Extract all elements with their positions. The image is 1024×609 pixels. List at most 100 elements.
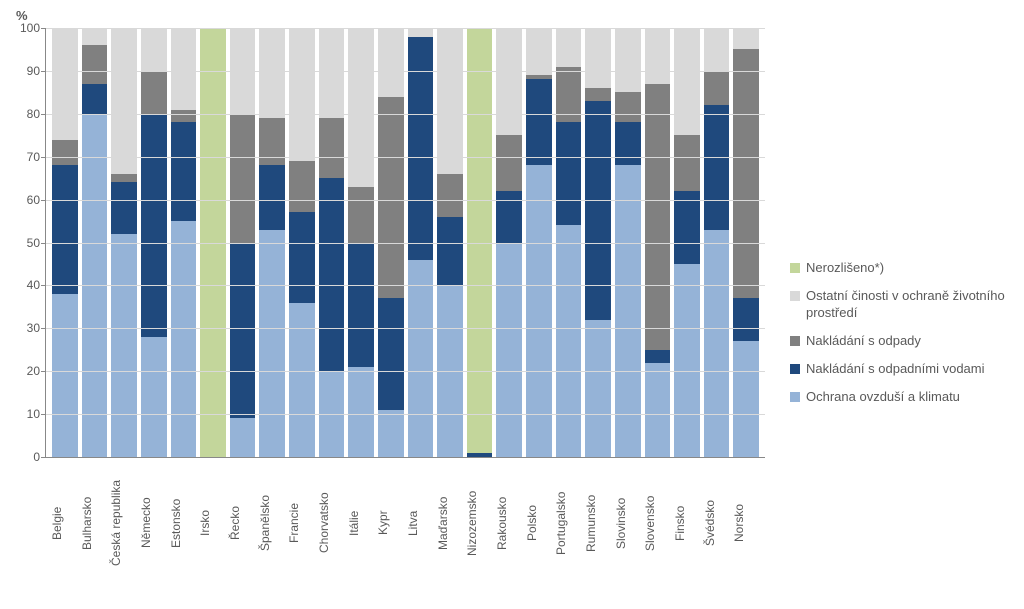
bar-segment-ostatni — [52, 28, 78, 140]
legend-swatch — [790, 336, 800, 346]
x-tick-label: Chorvatsko — [318, 460, 344, 590]
bar-segment-odpady — [141, 71, 167, 114]
grid-line — [46, 114, 765, 115]
x-tick-label: Francie — [288, 460, 314, 590]
bar-segment-odpady — [674, 135, 700, 191]
y-tick-label: 100 — [20, 21, 46, 35]
bar-segment-ovzdusi — [259, 230, 285, 457]
bar-segment-odpady — [52, 140, 78, 166]
bar-segment-ovzdusi — [674, 264, 700, 457]
bar-segment-odpadni_vody — [437, 217, 463, 286]
legend-label: Nakládání s odpadními vodami — [806, 361, 1014, 377]
grid-line — [46, 71, 765, 72]
bar-segment-odpadni_vody — [645, 350, 671, 363]
bar-segment-nerozliseno — [467, 28, 493, 453]
grid-line — [46, 285, 765, 286]
bar-segment-ovzdusi — [585, 320, 611, 457]
bar-segment-ovzdusi — [171, 221, 197, 457]
legend-label: Nakládání s odpady — [806, 333, 1014, 349]
bar-segment-odpadni_vody — [674, 191, 700, 264]
y-tick-label: 70 — [27, 150, 46, 164]
bar-segment-odpady — [348, 187, 374, 243]
bar-segment-odpadni_vody — [289, 212, 315, 302]
bar-segment-ostatni — [171, 28, 197, 110]
x-tick-label: Švédsko — [704, 460, 730, 590]
legend-item: Nakládání s odpady — [790, 333, 1014, 349]
legend: Nerozlišeno*)Ostatní činosti v ochraně ž… — [770, 10, 1014, 599]
bar-segment-odpadni_vody — [556, 122, 582, 225]
y-tick-label: 90 — [27, 64, 46, 78]
bar-segment-odpady — [230, 114, 256, 243]
x-tick-label: Belgie — [51, 460, 77, 590]
bar-segment-odpadni_vody — [111, 182, 137, 233]
bar-segment-odpadni_vody — [82, 84, 108, 114]
legend-label: Ochrana ovzduší a klimatu — [806, 389, 1014, 405]
bar-segment-odpadni_vody — [378, 298, 404, 410]
bar-segment-odpady — [289, 161, 315, 212]
x-tick-label: Portugalsko — [555, 460, 581, 590]
bar-segment-odpadni_vody — [52, 165, 78, 294]
bar-segment-odpady — [704, 71, 730, 105]
legend-swatch — [790, 364, 800, 374]
x-tick-label: Irsko — [199, 460, 225, 590]
bar-segment-ovzdusi — [141, 337, 167, 457]
x-tick-label: Bulharsko — [81, 460, 107, 590]
y-tick-label: 40 — [27, 278, 46, 292]
bar-segment-ovzdusi — [408, 260, 434, 457]
bar-segment-ovzdusi — [52, 294, 78, 457]
bar-segment-ovzdusi — [378, 410, 404, 457]
bar-segment-ovzdusi — [496, 243, 522, 458]
x-tick-label: Slovensko — [644, 460, 670, 590]
bar-segment-odpadni_vody — [348, 243, 374, 367]
bar-segment-odpadni_vody — [171, 122, 197, 221]
bar-segment-odpady — [82, 45, 108, 84]
bar-segment-odpady — [111, 174, 137, 183]
bar-segment-ostatni — [526, 28, 552, 75]
x-tick-label: Norsko — [733, 460, 759, 590]
bar-segment-odpady — [378, 97, 404, 299]
bar-segment-odpady — [615, 92, 641, 122]
bar-segment-ovzdusi — [111, 234, 137, 457]
bar-segment-ostatni — [408, 28, 434, 37]
bar-segment-odpady — [496, 135, 522, 191]
bar-segment-ostatni — [585, 28, 611, 88]
y-tick-label: 10 — [27, 407, 46, 421]
bar-segment-odpady — [437, 174, 463, 217]
x-tick-label: Řecko — [229, 460, 255, 590]
bar-segment-ostatni — [733, 28, 759, 49]
bar-segment-odpadni_vody — [230, 243, 256, 419]
y-tick-label: 30 — [27, 321, 46, 335]
legend-item: Nakládání s odpadními vodami — [790, 361, 1014, 377]
bar-segment-ostatni — [437, 28, 463, 174]
x-tick-label: Česká republika — [110, 460, 136, 590]
bar-segment-ostatni — [82, 28, 108, 45]
bar-segment-odpadni_vody — [259, 165, 285, 229]
grid-line — [46, 328, 765, 329]
x-tick-label: Slovinsko — [615, 460, 641, 590]
bar-segment-ostatni — [556, 28, 582, 67]
bar-segment-odpadni_vody — [704, 105, 730, 229]
bar-segment-odpadni_vody — [526, 79, 552, 165]
x-tick-label: Litva — [407, 460, 433, 590]
bar-segment-odpady — [585, 88, 611, 101]
y-tick-label: 20 — [27, 364, 46, 378]
legend-label: Nerozlišeno*) — [806, 260, 1014, 276]
x-tick-label: Španělsko — [259, 460, 285, 590]
bar-segment-ovzdusi — [289, 303, 315, 457]
y-tick-label: 60 — [27, 193, 46, 207]
bar-segment-ostatni — [348, 28, 374, 187]
bar-segment-odpadni_vody — [467, 453, 493, 457]
bar-segment-odpady — [319, 118, 345, 178]
bar-segment-odpadni_vody — [319, 178, 345, 371]
grid-line — [46, 243, 765, 244]
bar-segment-ovzdusi — [556, 225, 582, 457]
grid-line — [46, 414, 765, 415]
x-tick-label: Estonsko — [170, 460, 196, 590]
bar-segment-ostatni — [141, 28, 167, 71]
bar-segment-ostatni — [378, 28, 404, 97]
plot-wrapper: 0102030405060708090100 — [45, 28, 765, 458]
legend-swatch — [790, 392, 800, 402]
bar-segment-ovzdusi — [645, 363, 671, 457]
stacked-bar-chart: % 0102030405060708090100 BelgieBulharsko… — [10, 10, 1014, 599]
grid-line — [46, 28, 765, 29]
